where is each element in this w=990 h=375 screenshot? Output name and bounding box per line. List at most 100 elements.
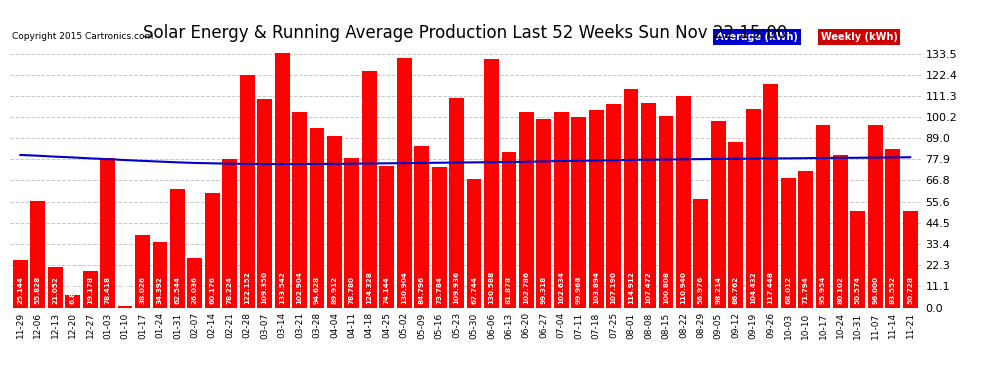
Bar	[606, 104, 621, 308]
Bar	[310, 128, 325, 308]
Bar	[118, 306, 133, 308]
Bar	[763, 84, 778, 308]
Text: 102.786: 102.786	[524, 271, 530, 304]
Bar	[693, 199, 708, 308]
Bar	[292, 112, 307, 308]
Text: 25.144: 25.144	[18, 276, 24, 304]
Text: 114.912: 114.912	[628, 271, 634, 304]
Bar	[833, 155, 847, 308]
Text: 133.542: 133.542	[279, 271, 285, 304]
Bar	[327, 136, 342, 308]
Bar	[187, 258, 202, 308]
Text: 81.878: 81.878	[506, 276, 512, 304]
Text: 99.968: 99.968	[576, 275, 582, 304]
Text: 6.808: 6.808	[69, 280, 75, 304]
Bar	[711, 121, 726, 308]
Text: 83.552: 83.552	[890, 276, 896, 304]
Text: 78.418: 78.418	[105, 276, 111, 304]
Text: Average (kWh): Average (kWh)	[716, 32, 798, 42]
Bar	[345, 158, 359, 308]
Text: 50.728: 50.728	[907, 276, 913, 304]
Text: 130.904: 130.904	[401, 271, 407, 304]
Bar	[274, 54, 289, 307]
Text: 80.102: 80.102	[838, 276, 843, 304]
Bar	[850, 211, 865, 308]
Text: Weekly (kWh): Weekly (kWh)	[821, 32, 897, 42]
Text: 62.544: 62.544	[174, 276, 180, 304]
Text: 38.026: 38.026	[140, 276, 146, 304]
Text: 122.152: 122.152	[245, 271, 250, 304]
Text: 71.794: 71.794	[803, 276, 809, 304]
Text: 107.190: 107.190	[611, 271, 617, 304]
Text: 50.574: 50.574	[855, 276, 861, 304]
Text: 110.940: 110.940	[680, 271, 686, 304]
Text: 99.318: 99.318	[541, 276, 546, 304]
Text: 104.432: 104.432	[750, 271, 756, 304]
Text: 89.912: 89.912	[332, 276, 338, 304]
Bar	[48, 267, 62, 308]
Bar	[257, 99, 272, 308]
Text: 102.634: 102.634	[558, 271, 564, 304]
Bar	[432, 167, 446, 308]
Text: 102.904: 102.904	[297, 271, 303, 304]
Bar	[240, 75, 254, 307]
Bar	[519, 112, 534, 308]
Text: 84.796: 84.796	[419, 276, 425, 304]
Bar	[781, 178, 796, 308]
Bar	[379, 166, 394, 308]
Bar	[903, 211, 918, 308]
Bar	[152, 242, 167, 308]
Text: 60.176: 60.176	[209, 276, 215, 304]
Text: Copyright 2015 Cartronics.com: Copyright 2015 Cartronics.com	[12, 32, 152, 41]
Text: 124.328: 124.328	[366, 271, 372, 304]
Bar	[397, 58, 412, 308]
Bar	[885, 148, 900, 308]
Text: 19.178: 19.178	[87, 276, 93, 304]
Title: Solar Energy & Running Average Production Last 52 Weeks Sun Nov 22 15:00: Solar Energy & Running Average Productio…	[144, 24, 787, 42]
Text: 1.030: 1.030	[122, 281, 128, 304]
Text: 86.762: 86.762	[733, 276, 739, 304]
Bar	[449, 98, 464, 308]
Bar	[745, 109, 760, 308]
Bar	[589, 110, 604, 308]
Bar	[135, 235, 149, 308]
Text: 109.936: 109.936	[453, 271, 459, 304]
Bar	[624, 89, 639, 308]
Bar	[798, 171, 813, 308]
Bar	[729, 142, 743, 308]
Bar	[65, 294, 80, 307]
Bar	[362, 71, 377, 308]
Text: 73.784: 73.784	[437, 276, 443, 304]
Text: 78.780: 78.780	[348, 276, 354, 304]
Text: 95.954: 95.954	[820, 276, 826, 304]
Bar	[571, 117, 586, 308]
Bar	[100, 158, 115, 308]
Bar	[466, 178, 481, 308]
Text: 68.012: 68.012	[785, 276, 791, 304]
Text: 107.472: 107.472	[645, 271, 651, 304]
Text: 55.828: 55.828	[35, 276, 41, 304]
Bar	[502, 152, 517, 308]
Bar	[13, 260, 28, 308]
Text: 56.976: 56.976	[698, 276, 704, 304]
Bar	[31, 201, 46, 308]
Text: 78.224: 78.224	[227, 276, 233, 304]
Text: 117.448: 117.448	[767, 271, 773, 304]
Text: 34.392: 34.392	[157, 276, 163, 304]
Bar	[868, 125, 883, 308]
Bar	[414, 146, 429, 308]
Text: 21.052: 21.052	[52, 276, 58, 304]
Text: 67.744: 67.744	[471, 276, 477, 304]
Bar	[484, 59, 499, 308]
Text: 109.350: 109.350	[261, 271, 267, 304]
Bar	[223, 159, 238, 308]
Text: 98.214: 98.214	[716, 276, 722, 304]
Text: 96.000: 96.000	[872, 276, 878, 304]
Bar	[658, 116, 673, 308]
Text: 130.588: 130.588	[488, 271, 494, 304]
Bar	[676, 96, 691, 308]
Bar	[553, 112, 568, 308]
Bar	[170, 189, 185, 308]
Bar	[642, 103, 656, 308]
Text: 74.144: 74.144	[384, 276, 390, 304]
